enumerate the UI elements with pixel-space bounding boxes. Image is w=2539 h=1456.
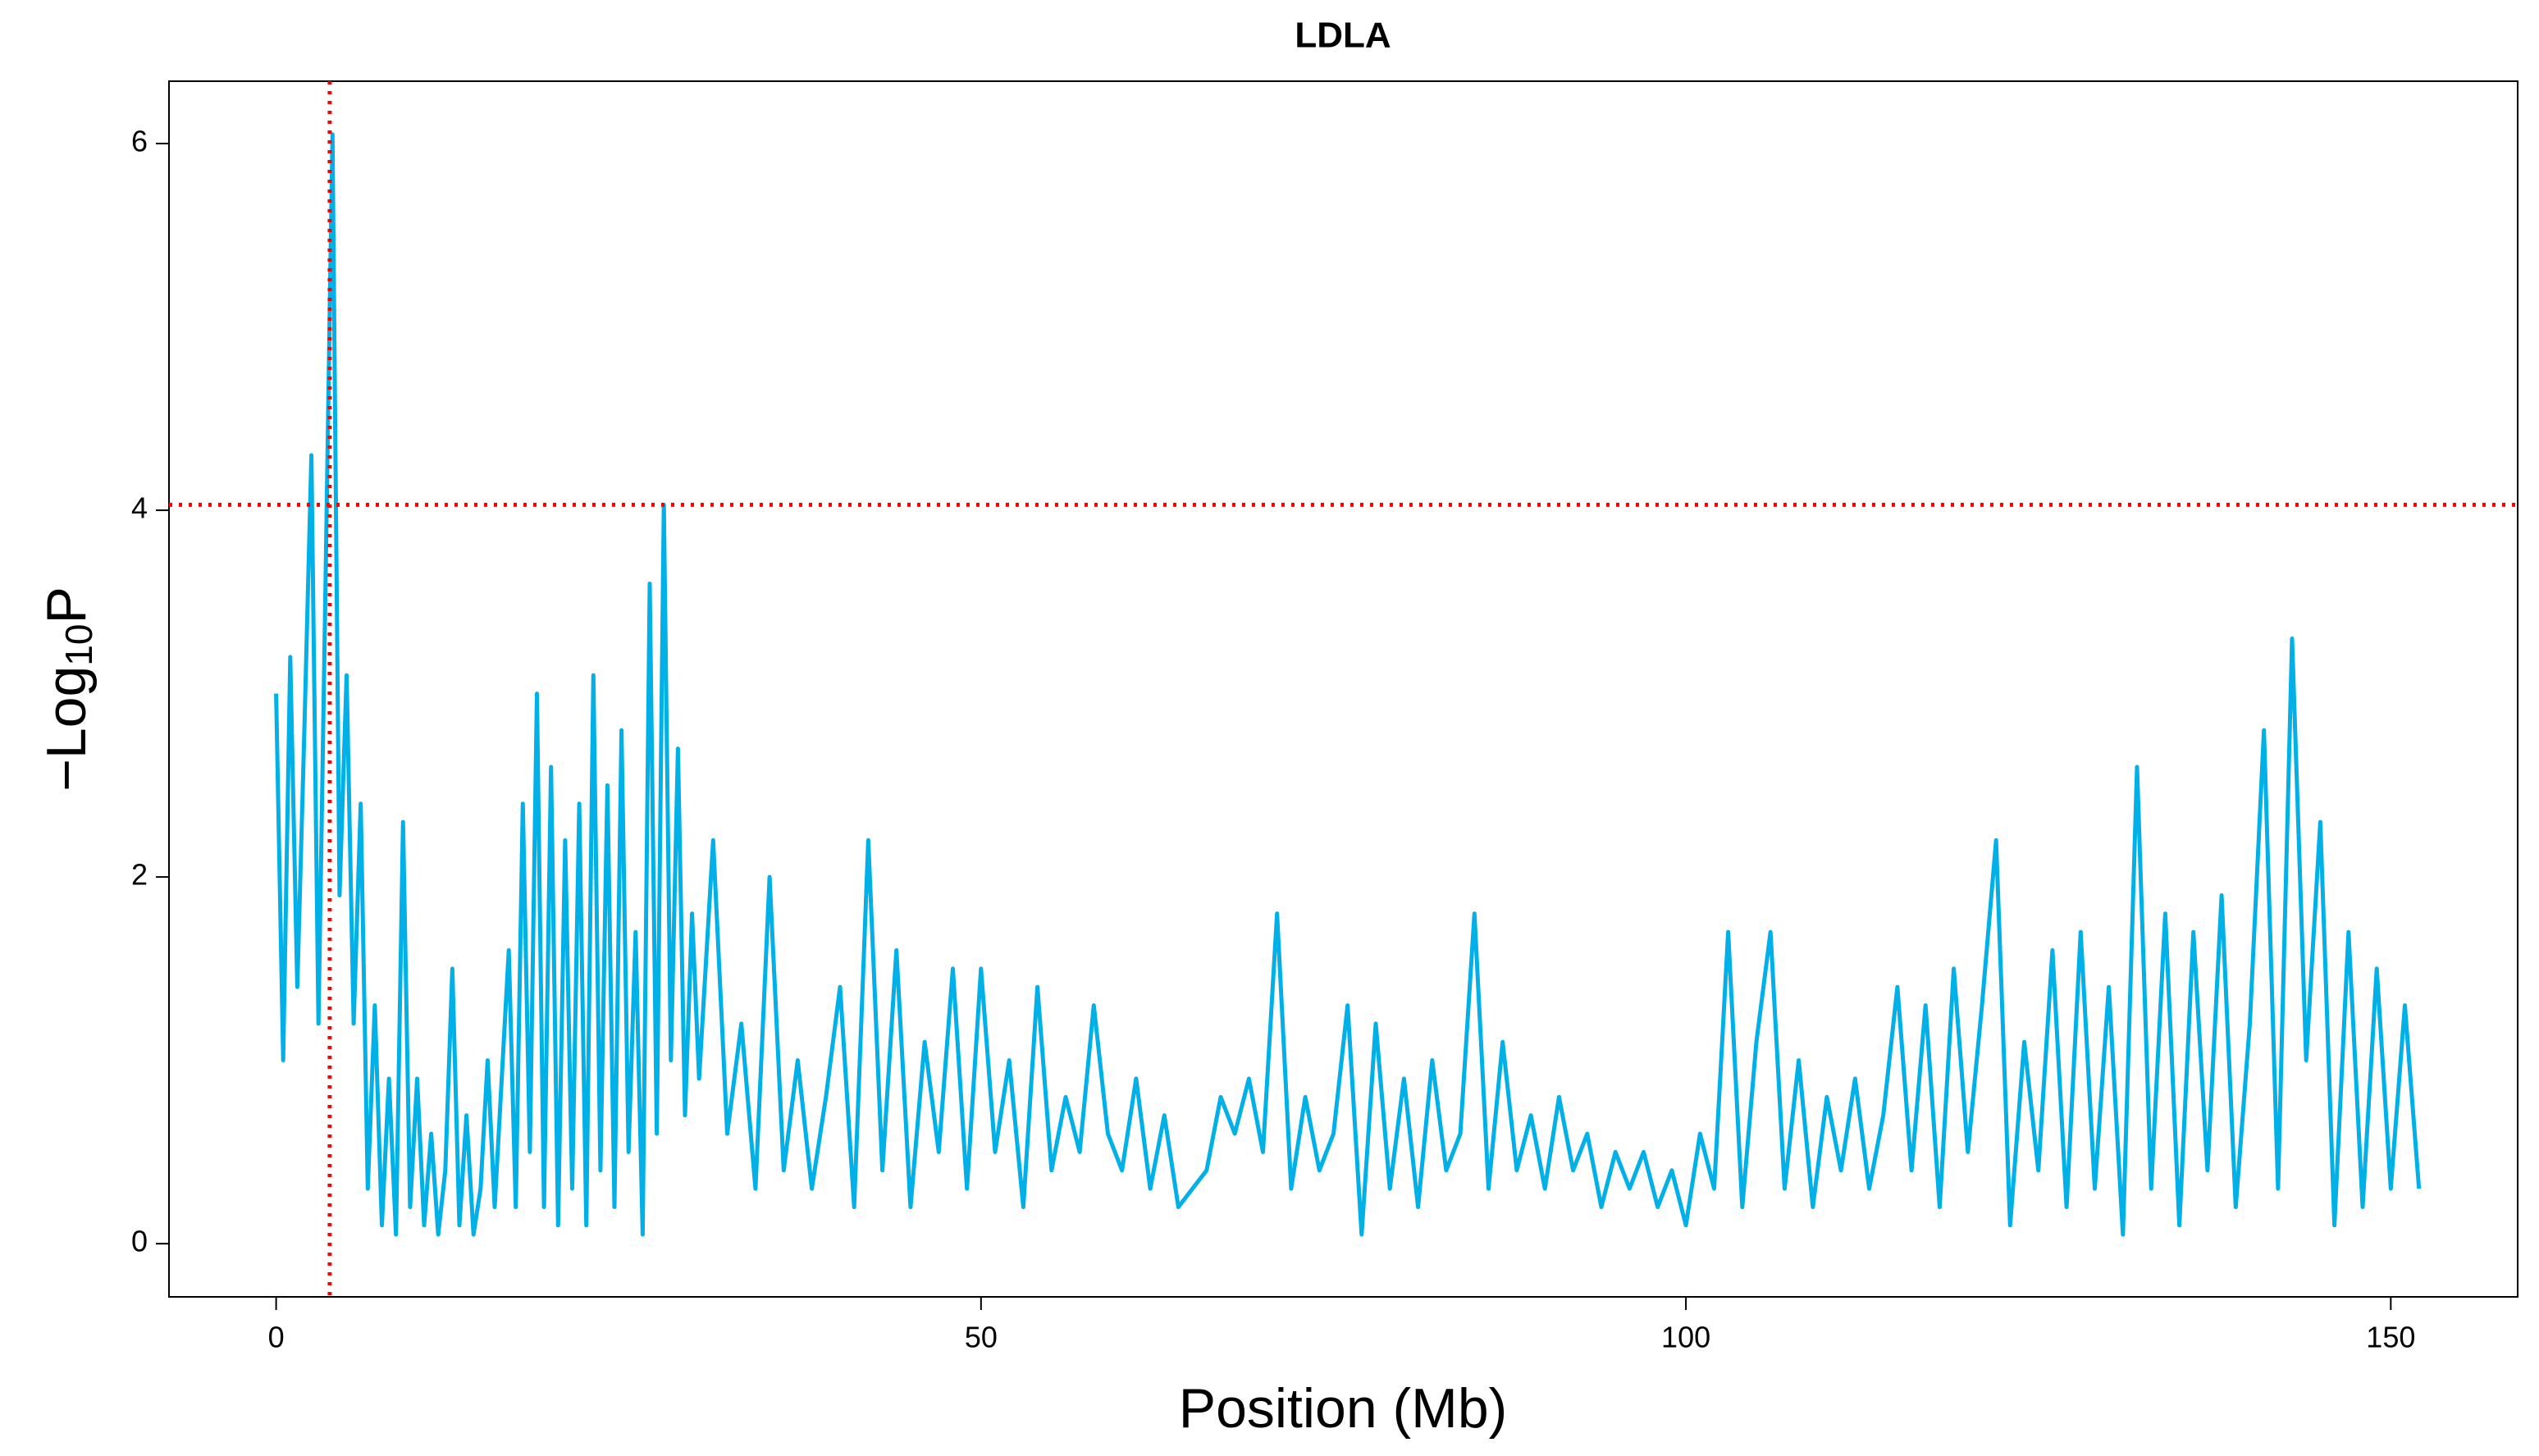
y-axis-label: −Log10P <box>35 587 100 792</box>
x-tick-label: 50 <box>965 1321 998 1354</box>
y-tick-label: 6 <box>131 125 148 158</box>
x-tick-label: 100 <box>1661 1321 1710 1354</box>
x-tick-label: 0 <box>268 1321 285 1354</box>
y-tick-label: 0 <box>131 1225 148 1258</box>
x-axis-label: Position (Mb) <box>1179 1377 1508 1440</box>
y-label-sub: 10 <box>57 624 100 666</box>
y-label-tail: P <box>35 587 98 623</box>
plot-frame <box>168 80 2518 1298</box>
y-tick-label: 4 <box>131 491 148 525</box>
data-line <box>274 132 2422 1237</box>
y-label-main: −Log <box>35 666 98 792</box>
y-tick-label: 2 <box>131 858 148 892</box>
x-tick-label: 150 <box>2366 1321 2415 1354</box>
chart-title: LDLA <box>1295 16 1391 56</box>
